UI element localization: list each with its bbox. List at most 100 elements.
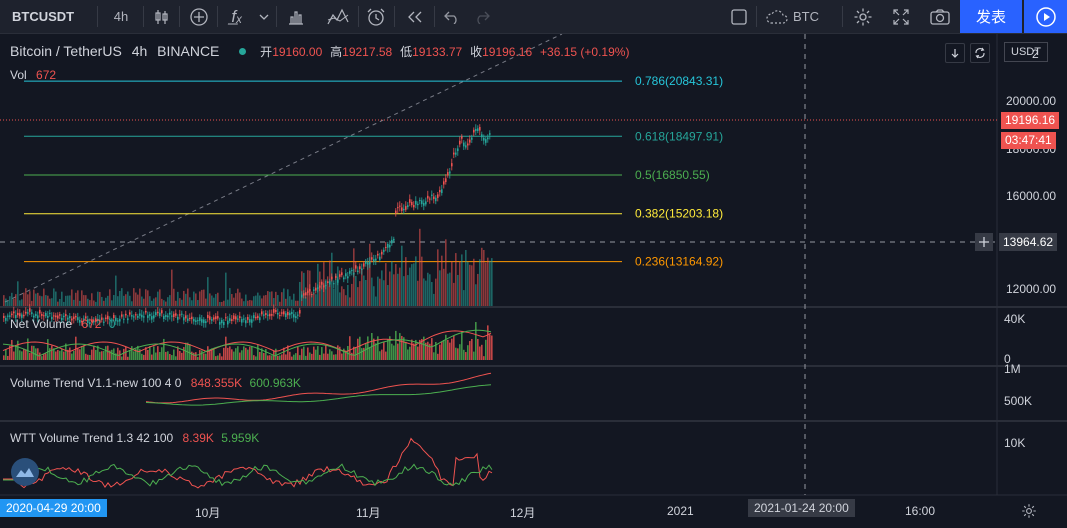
reset-button[interactable] [970,43,990,63]
volume-bar [55,291,57,306]
net-volume-bar [353,346,355,360]
volume-bar [407,275,409,306]
volume-bar [475,284,477,306]
financials-button[interactable] [280,0,312,33]
candle-body [25,311,27,314]
layout-button[interactable] [726,0,752,33]
low-value: 19133.77 [412,45,463,59]
volume-trend-title[interactable]: Volume Trend V1.1-new 100 4 0 [10,376,182,390]
volume-bar [113,295,115,306]
candle-body [281,312,283,314]
net-volume-bar [307,347,309,360]
wtt-title[interactable]: WTT Volume Trend 1.3 42 100 [10,431,174,445]
candle-body [489,133,491,135]
candle-body [455,152,457,155]
net-volume-bar [3,355,5,360]
redo-button[interactable] [468,0,496,33]
net-volume-bar [415,339,417,360]
volume-bar [381,270,383,306]
symbol-search-button[interactable]: BTCUSDT [4,0,104,33]
net-volume-bar [133,351,135,360]
time-axis-settings-button[interactable] [1021,503,1037,519]
volume-bar [233,297,235,306]
candle-body [93,320,95,323]
scroll-down-button[interactable] [945,43,965,63]
net-volume-bar [199,350,201,360]
candle-body [337,279,339,283]
net-volume-bar [153,346,155,360]
net-volume-bar [303,346,305,360]
add-alert-plus-button[interactable] [975,233,993,251]
net-volume-red-line [2,330,492,353]
volume-bar [239,292,241,306]
replay-button[interactable] [400,0,430,33]
interval-button[interactable]: 4h [100,0,142,33]
settings-button[interactable] [848,0,878,33]
time-tick: 11月 [356,506,381,520]
net-volume-bar [403,337,405,360]
indicators-button[interactable]: f̲ₓ [222,0,252,33]
tradingview-logo[interactable] [11,458,39,486]
gear-icon [1022,504,1036,518]
net-volume-bar [335,354,337,360]
price-tick: 16000.00 [1006,189,1057,203]
cloud-chart-icon [16,468,34,477]
currency-badge[interactable]: USDT [1004,42,1048,62]
volume-bar [63,301,65,306]
net-volume-bar [149,346,151,360]
candle-body [207,314,209,318]
net-volume-title[interactable]: Net Volume [10,317,73,331]
chart-style-button[interactable] [146,0,178,33]
candle-body [23,314,25,317]
volume-bar [147,290,149,306]
net-volume-bar [285,354,287,360]
net-volume-bar [187,342,189,360]
time-tick: 16:00 [905,504,936,518]
candle-body [349,270,351,274]
net-volume-bar [123,348,125,360]
symbol-title[interactable]: Bitcoin / TetherUS [10,43,122,59]
fullscreen-button[interactable] [886,0,916,33]
time-tick: 10月 [195,506,221,520]
volume-bar [127,291,129,306]
indicators-dropdown[interactable] [254,0,274,33]
volume-bar [293,293,295,306]
volume-bar [191,300,193,306]
net-volume-bar [289,351,291,360]
net-volume-bar [305,355,307,360]
net-volume-bar [473,351,475,360]
compare-symbol-button[interactable]: BTC [762,0,822,33]
chart-area[interactable]: 0.786(20843.31) 0.618(18497.91) 0.5(16850.… [0,34,1067,528]
net-volume-bar [99,351,101,360]
net-volume-bar [195,352,197,360]
alert-button[interactable] [362,0,390,33]
volume-bar [231,294,233,306]
templates-button[interactable] [322,0,354,33]
candle-body [217,316,219,319]
candle-body [473,129,475,133]
net-volume-bar [279,355,281,360]
volume-trend-legend: Volume Trend V1.1-new 100 4 0 848.355K 6… [10,376,301,390]
undo-button[interactable] [438,0,466,33]
volume-bar [69,295,71,306]
candle-body [229,318,231,321]
compare-add-button[interactable] [183,0,215,33]
net-volume-bar [131,346,133,360]
candle-body [235,316,237,320]
volume-bar [325,279,327,306]
publish-button[interactable]: 发表 [960,0,1022,33]
net-volume-bar [43,354,45,360]
price-chart-canvas[interactable]: 0.786(20843.31) 0.618(18497.91) 0.5(16850.… [0,34,1067,528]
volume-bar [225,272,227,306]
volume-bar [251,300,253,306]
net-volume-bar [37,348,39,360]
chevron-down-icon [259,14,269,20]
cloud-icon [766,9,788,24]
snapshot-button[interactable] [925,0,955,33]
candle-body [177,316,179,320]
play-button[interactable] [1024,0,1067,33]
net-volume-bar [293,354,295,360]
net-volume-bar [15,345,17,360]
candle-body [399,205,401,207]
net-volume-bar [295,353,297,360]
